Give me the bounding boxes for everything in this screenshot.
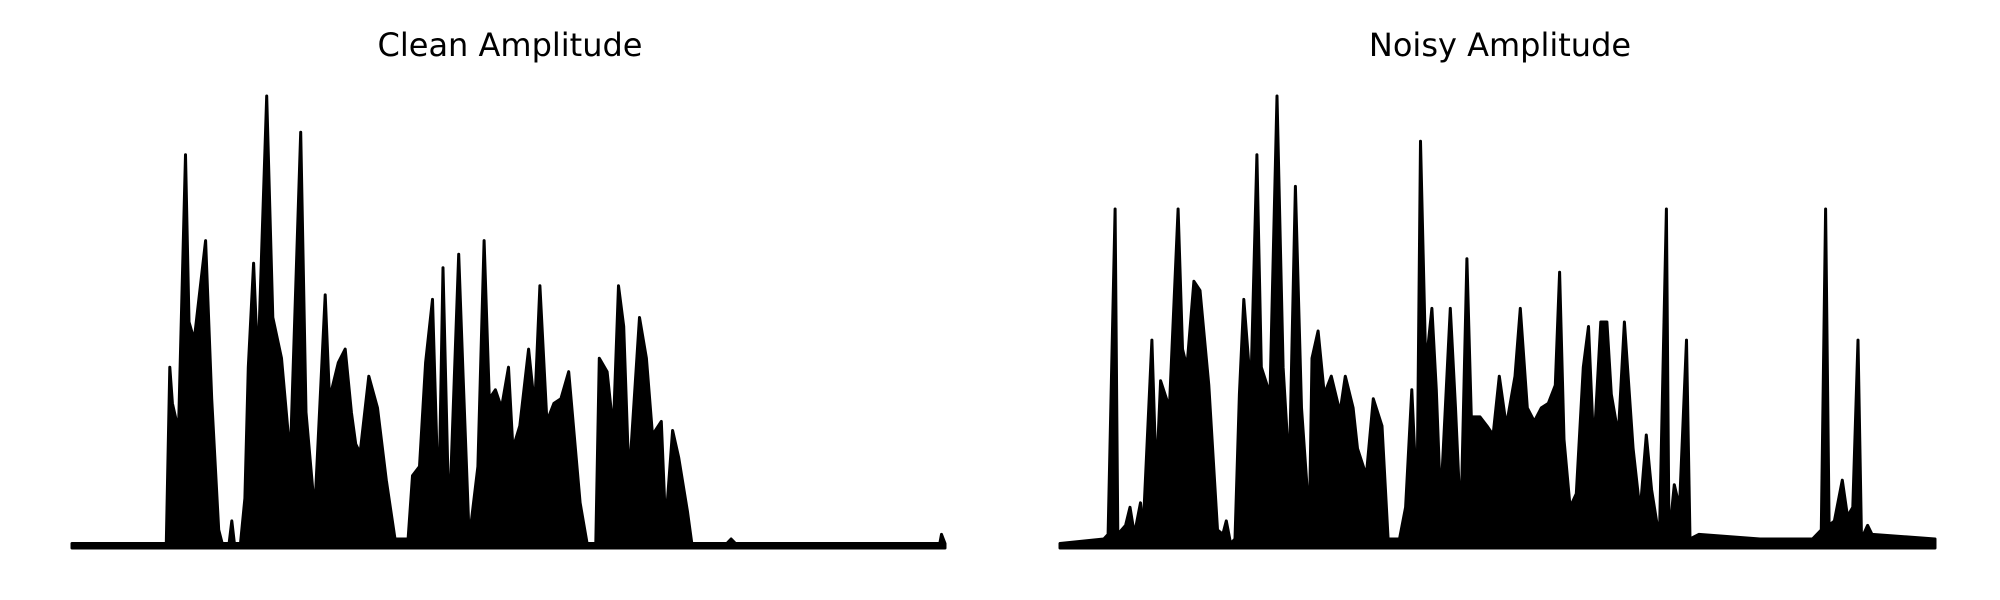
- chart-noisy-amplitude: Noisy Amplitude: [1058, 26, 1937, 550]
- chart-title-clean: Clean Amplitude: [378, 26, 643, 64]
- chart-clean-amplitude: Clean Amplitude: [70, 26, 947, 550]
- plot-area-noisy: [1058, 94, 1937, 550]
- amplitude-area-noisy: [1058, 94, 1937, 550]
- amplitude-area-clean: [70, 94, 947, 550]
- plot-area-clean: [70, 94, 947, 550]
- chart-title-noisy: Noisy Amplitude: [1369, 26, 1631, 64]
